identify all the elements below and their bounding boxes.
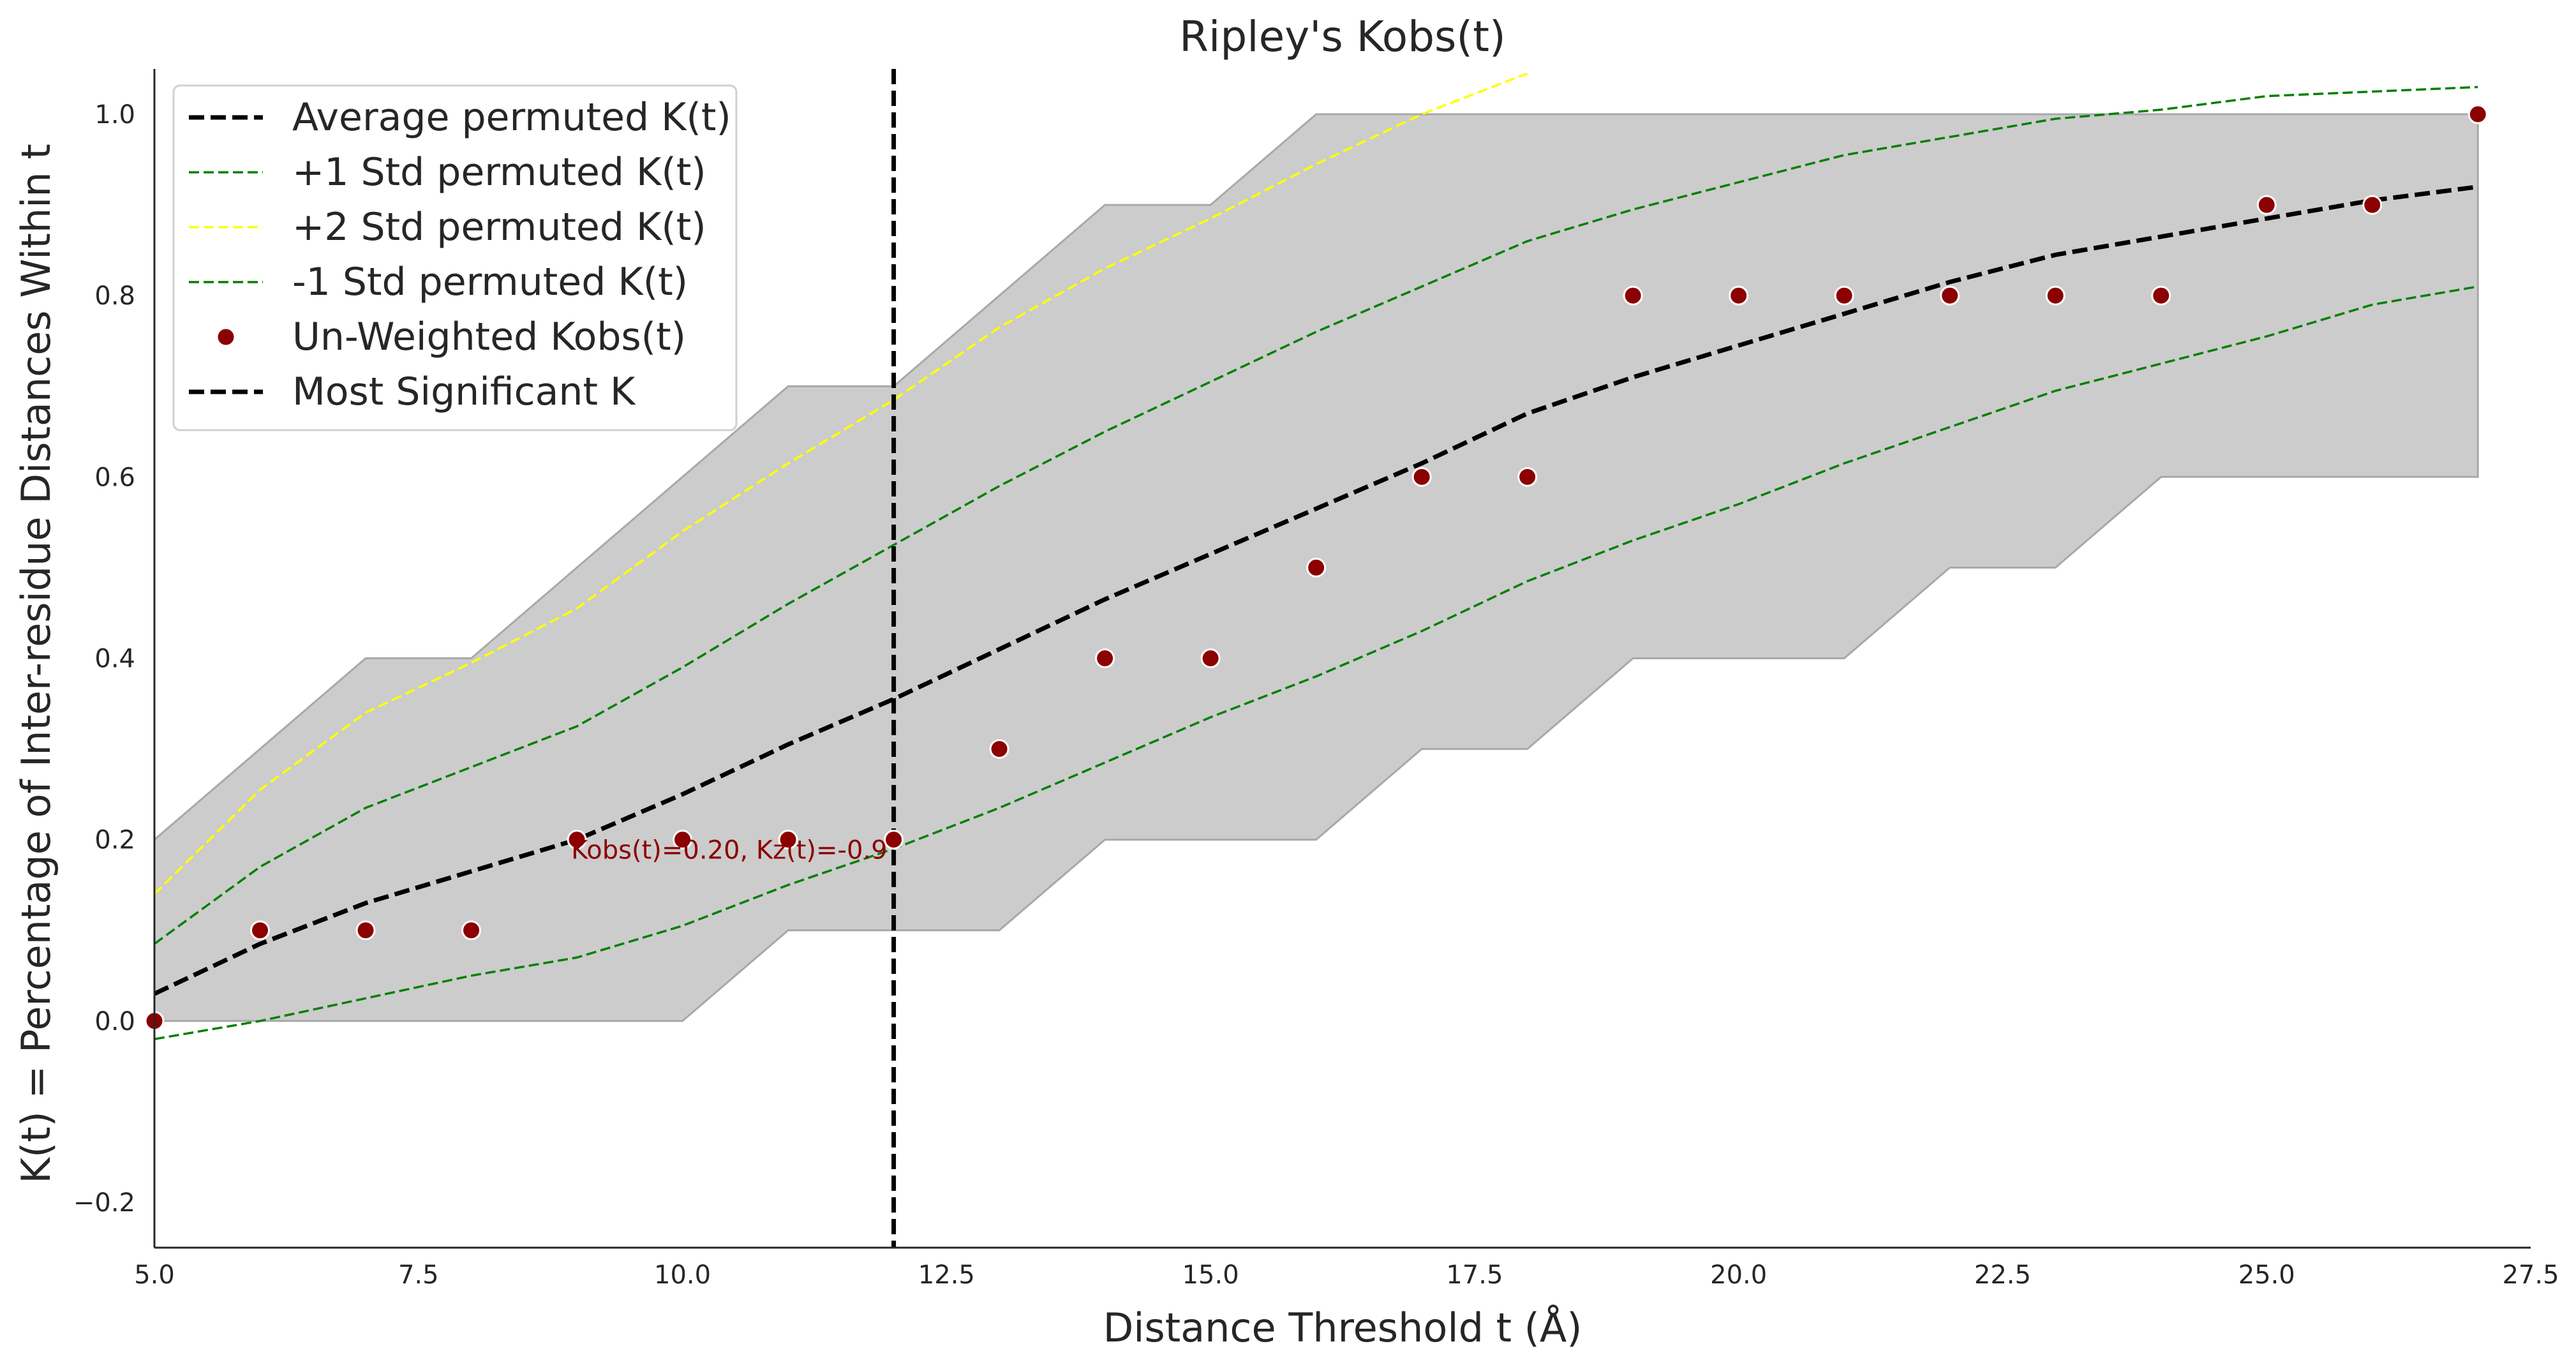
legend-label-2: +2 Std permuted K(t) xyxy=(292,205,706,250)
x-tick-label: 20.0 xyxy=(1710,1260,1767,1290)
series-line-2 xyxy=(154,72,1528,895)
x-tick-label: 15.0 xyxy=(1182,1260,1239,1290)
y-tick-label: 0.0 xyxy=(94,1007,135,1036)
lines-layer xyxy=(154,69,2478,1248)
kobs-point xyxy=(2045,285,2066,306)
kobs-point xyxy=(1411,467,1432,487)
y-tick-label: −0.2 xyxy=(73,1188,135,1218)
kobs-point xyxy=(1306,557,1327,578)
x-axis-label: Distance Threshold t (Å) xyxy=(1103,1304,1582,1351)
ticks-layer: 5.0 7.5 10.0 12.5 15.0 17.5 20.0 22.5 25.0 27.5 −0… xyxy=(73,100,2559,1290)
kobs-point xyxy=(1517,467,1538,487)
annotation-kobs-label: Kobs(t)=0.20, Kz(t)=-0.9 xyxy=(571,836,888,865)
kobs-point xyxy=(2256,195,2277,215)
x-tick-label: 27.5 xyxy=(2502,1260,2559,1290)
kobs-point xyxy=(2151,285,2171,306)
kobs-point xyxy=(1623,285,1643,306)
y-tick-label: 1.0 xyxy=(94,100,135,130)
series-line-1 xyxy=(154,86,2478,945)
x-tick-label: 22.5 xyxy=(1974,1260,2031,1290)
kobs-point xyxy=(355,920,376,941)
kobs-point xyxy=(884,830,904,850)
points-layer xyxy=(144,104,2488,1031)
kobs-point xyxy=(2468,104,2488,124)
series-line-3 xyxy=(154,285,2478,1040)
kobs-point xyxy=(673,830,693,850)
kobs-point xyxy=(461,920,482,941)
legend: Average permuted K(t) +1 Std permuted K(t… xyxy=(172,84,738,431)
legend-label-1: +1 Std permuted K(t) xyxy=(292,150,706,195)
x-tick-label: 7.5 xyxy=(398,1260,439,1290)
kobs-point xyxy=(1729,285,1749,306)
series-line-0 xyxy=(154,184,2478,996)
kobs-point xyxy=(567,830,587,850)
y-axis-label: K(t) = Percentage of Inter-residue Dista… xyxy=(13,144,59,1183)
kobs-point xyxy=(1834,285,1854,306)
chart-title: Ripley's Kobs(t) xyxy=(1179,12,1506,61)
legend-label-3: -1 Std permuted K(t) xyxy=(292,260,688,304)
kobs-point xyxy=(778,830,798,850)
y-tick-label: 0.2 xyxy=(94,826,135,855)
axes-layer xyxy=(153,69,2531,1249)
x-tick-label: 25.0 xyxy=(2238,1260,2295,1290)
legend-marker-4 xyxy=(216,327,236,347)
x-tick-label: 12.5 xyxy=(918,1260,975,1290)
kobs-point xyxy=(2362,195,2383,215)
legend-label-5: Most Significant K xyxy=(292,370,636,414)
kobs-point xyxy=(250,920,271,941)
legend-label-0: Average permuted K(t) xyxy=(292,95,731,140)
kobs-point xyxy=(1200,648,1221,668)
kobs-point xyxy=(1940,285,1960,306)
x-tick-label: 10.0 xyxy=(654,1260,711,1290)
legend-label-4: Un-Weighted Kobs(t) xyxy=(292,315,686,359)
legend-box xyxy=(172,84,738,431)
kobs-point xyxy=(1095,648,1115,668)
y-tick-label: 0.6 xyxy=(94,463,135,492)
kobs-point xyxy=(989,739,1009,759)
x-tick-label: 5.0 xyxy=(134,1260,175,1290)
x-tick-label: 17.5 xyxy=(1446,1260,1503,1290)
y-tick-label: 0.8 xyxy=(94,281,135,311)
y-tick-label: 0.4 xyxy=(94,645,135,674)
